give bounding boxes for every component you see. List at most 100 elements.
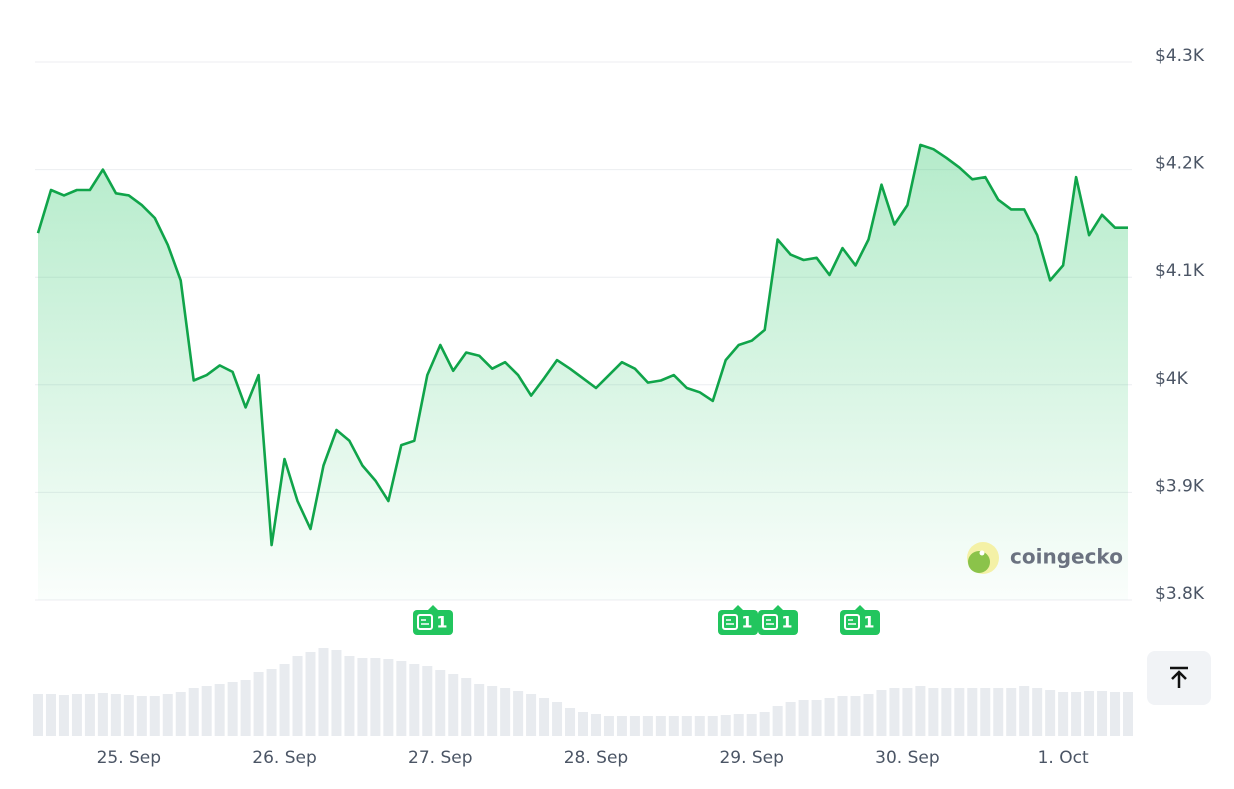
watermark-text: coingecko (1010, 545, 1123, 569)
volume-bar (616, 716, 627, 736)
volume-bar (824, 698, 835, 736)
volume-bar (1071, 692, 1082, 736)
volume-bar (578, 712, 588, 736)
volume-bar (941, 688, 952, 736)
volume-bar (1084, 691, 1095, 736)
volume-bar (603, 716, 614, 736)
news-icon (722, 614, 738, 630)
volume-bar (136, 696, 147, 736)
badge-pointer (773, 605, 783, 610)
news-badge[interactable]: 1 (840, 605, 880, 635)
volume-bar (720, 715, 731, 736)
news-icon (766, 619, 774, 625)
volume-bar (565, 708, 576, 736)
y-tick-label: $3.9K (1155, 476, 1205, 496)
news-count: 1 (741, 613, 752, 632)
volume-bar (448, 674, 459, 736)
news-icon (421, 619, 429, 625)
plot-layer (36, 143, 1128, 600)
volume-bar (279, 664, 290, 736)
y-tick-label: $4K (1155, 369, 1189, 389)
volume-bar (785, 702, 796, 736)
volume-bar (396, 661, 407, 736)
news-badge[interactable]: 1 (718, 605, 758, 635)
volume-bar (772, 706, 783, 736)
volume-bar (305, 652, 316, 736)
volume-bar (45, 694, 56, 736)
volume-bar (253, 672, 264, 736)
volume-bar (201, 686, 212, 736)
volume-bar (1058, 692, 1069, 736)
y-tick-label: $4.3K (1155, 46, 1205, 66)
volume-bar (539, 698, 550, 736)
volume-bar (902, 688, 913, 736)
volume-bar (1045, 690, 1056, 736)
volume-bar (474, 684, 485, 736)
volume-bar (513, 691, 524, 736)
x-tick-label: 25. Sep (97, 748, 161, 768)
volume-bar (487, 686, 498, 736)
volume-bar (759, 712, 770, 736)
volume-bar (58, 695, 69, 736)
news-count: 1 (863, 613, 874, 632)
scroll-top-button[interactable] (1147, 651, 1211, 705)
x-tick-label: 27. Sep (408, 748, 472, 768)
y-tick-label: $4.2K (1155, 154, 1205, 174)
logo (968, 551, 990, 573)
x-tick-label: 29. Sep (719, 748, 783, 768)
volume-bar (331, 650, 342, 736)
volume-bar (383, 659, 394, 736)
news-badge[interactable]: 1 (758, 605, 798, 635)
volume-bar (422, 666, 433, 736)
volume-bar (811, 700, 822, 736)
volume-bar (357, 658, 368, 736)
volume-bar (733, 714, 744, 736)
volume-bar (162, 694, 173, 736)
volume-bar (1019, 686, 1030, 736)
volume-layer (33, 648, 1133, 736)
volume-bar (681, 716, 692, 736)
volume-bar (97, 693, 108, 736)
volume-bar (889, 688, 900, 736)
volume-bar (798, 700, 809, 736)
volume-bar (954, 688, 965, 736)
volume-bar (928, 688, 939, 736)
watermark: coingecko (967, 542, 1123, 574)
badge-pointer (733, 605, 743, 610)
volume-bar (707, 716, 718, 736)
icon (1171, 670, 1187, 688)
x-tick-label: 28. Sep (564, 748, 628, 768)
x-tick-label: 26. Sep (252, 748, 316, 768)
volume-bar (915, 686, 926, 736)
volume-bar (292, 656, 303, 736)
volume-bar (655, 716, 666, 736)
volume-bar (850, 696, 861, 736)
volume-bar (188, 688, 199, 736)
volume-bar (668, 716, 679, 736)
volume-bar (227, 682, 238, 736)
news-icon (848, 619, 856, 625)
volume-bar (214, 684, 225, 736)
news-badge[interactable]: 1 (413, 605, 453, 635)
volume-bar (526, 694, 537, 736)
volume-bar (435, 670, 446, 736)
volume-bar (149, 696, 160, 736)
price-line (36, 143, 1128, 547)
volume-bar (1032, 688, 1043, 736)
volume-bar (642, 716, 653, 736)
volume-bar (1110, 692, 1121, 736)
volume-bar (746, 714, 757, 736)
volume-bar (123, 695, 134, 736)
volume-bar (1123, 692, 1133, 736)
y-tick-label: $3.8K (1155, 584, 1205, 604)
volume-bar (590, 714, 601, 736)
volume-bar (318, 648, 329, 736)
volume-bar (344, 656, 355, 736)
volume-bar (980, 688, 991, 736)
volume-bar (266, 669, 277, 736)
volume-bar (863, 694, 874, 736)
volume-bar (993, 688, 1004, 736)
volume-bar (110, 694, 121, 736)
